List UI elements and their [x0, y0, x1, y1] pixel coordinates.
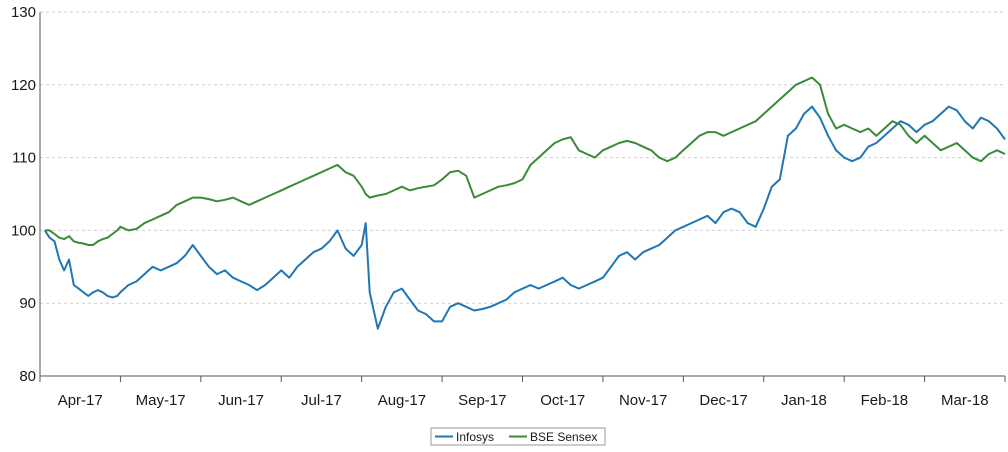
x-tick-label: Jun-17 [218, 392, 264, 409]
y-tick-label: 100 [11, 222, 36, 239]
x-tick-label: Jan-18 [781, 392, 827, 409]
series-line-bse-sensex [44, 76, 1006, 246]
legend: Infosys BSE Sensex [430, 427, 606, 446]
y-tick-label: 110 [12, 150, 36, 167]
series-line-infosys [43, 105, 1006, 330]
y-tick-label: 120 [11, 77, 36, 94]
x-tick-label: Sep-17 [458, 392, 506, 409]
axes: 80 90 100 110 120 130 Apr-17 May-17 Jun-17 Jul-17… [11, 4, 1006, 409]
x-tick-label: Jul-17 [301, 392, 342, 409]
x-tick-label: May-17 [136, 392, 186, 409]
legend-label: BSE Sensex [530, 430, 597, 444]
x-tick-label: Oct-17 [540, 392, 585, 409]
y-tick-label: 130 [11, 4, 36, 21]
x-tick-label: Apr-17 [58, 392, 103, 409]
y-tick-label: 80 [19, 368, 36, 385]
x-tick-label: Nov-17 [619, 392, 667, 409]
y-tick-label: 90 [19, 295, 36, 312]
legend-label: Infosys [456, 430, 494, 444]
x-tick-label: Mar-18 [941, 392, 989, 409]
x-tick-label: Feb-18 [861, 392, 909, 409]
series-lines [43, 76, 1006, 330]
x-tick-label: Aug-17 [378, 392, 426, 409]
x-tick-label: Dec-17 [699, 392, 747, 409]
